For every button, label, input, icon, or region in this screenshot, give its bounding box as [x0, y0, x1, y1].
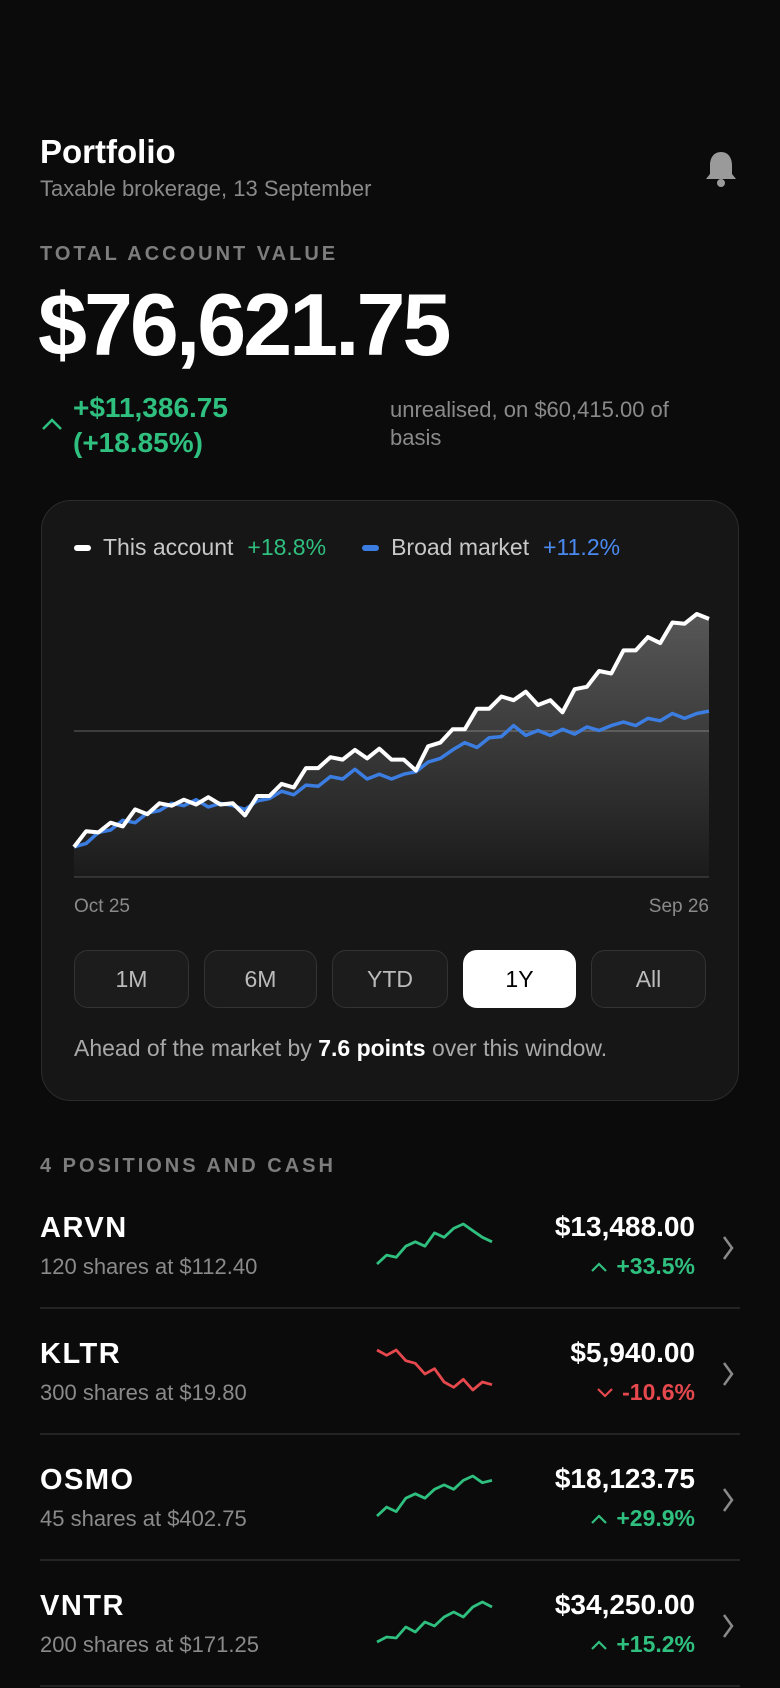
legend-change: +18.8% — [247, 534, 327, 560]
change-arrow — [591, 1639, 608, 1650]
legend-item: This account +18.8% — [74, 534, 326, 561]
summary-label: TOTAL ACCOUNT VALUE — [40, 243, 339, 265]
sparkline — [376, 1600, 493, 1644]
legend-swatch — [362, 544, 380, 551]
range-button[interactable]: YTD — [332, 950, 448, 1008]
change-arrow — [591, 1261, 608, 1272]
ticker: KLTR — [40, 1338, 122, 1370]
page-title: Portfolio — [40, 133, 176, 170]
total-change: +$11,386.75 (+18.85%) — [73, 392, 228, 458]
chart-card — [41, 500, 739, 1101]
range-button[interactable]: 1M — [74, 950, 189, 1008]
comparison-text: over this window. — [431, 1035, 608, 1061]
change-text: +33.5% — [616, 1253, 695, 1279]
position-detail: 120 shares at $112.40 — [40, 1254, 258, 1279]
position-value: $18,123.75 — [554, 1463, 695, 1494]
range-button[interactable]: All — [591, 950, 706, 1008]
comparison-note: Ahead of the market by 7.6 points over t… — [74, 1035, 607, 1062]
legend-item: Broad market +11.2% — [362, 534, 620, 561]
range-button[interactable]: 6M — [204, 950, 317, 1008]
ticker: OSMO — [40, 1464, 135, 1496]
positions-title: 4 POSITIONS AND CASH — [40, 1155, 336, 1177]
change-arrow — [591, 1513, 608, 1524]
row-chevron[interactable] — [722, 1488, 734, 1512]
up-arrow — [42, 418, 62, 430]
position-detail: 200 shares at $171.25 — [40, 1632, 259, 1657]
comparison-text: Ahead of the market by — [74, 1035, 312, 1061]
total-value: $76,621.75 — [38, 275, 451, 374]
legend-swatch — [74, 544, 91, 551]
x-tick-label: Oct 25 — [74, 896, 130, 917]
position-value: $34,250.00 — [554, 1589, 695, 1620]
x-tick-label: Sep 26 — [648, 896, 709, 917]
legend: This account +18.8% Broad market +11.2% — [74, 534, 620, 561]
change-text: -10.6% — [622, 1379, 695, 1405]
row-chevron[interactable] — [722, 1362, 734, 1386]
position-change: -10.6% — [596, 1379, 695, 1406]
change-text: +29.9% — [616, 1505, 695, 1531]
sparkline — [376, 1222, 493, 1266]
row-chevron[interactable] — [722, 1236, 734, 1260]
position-value: $13,488.00 — [554, 1211, 695, 1242]
position-value: $5,940.00 — [570, 1337, 695, 1368]
range-button[interactable]: 1Y — [463, 950, 576, 1008]
position-change: +15.2% — [590, 1631, 695, 1658]
change-arrow — [597, 1387, 613, 1398]
legend-change: +11.2% — [543, 534, 621, 560]
legend-label: This account — [103, 534, 234, 560]
ticker: VNTR — [40, 1590, 125, 1622]
row-chevron[interactable] — [722, 1614, 734, 1638]
basis-note: unrealised, on $60,415.00 of basis — [390, 397, 669, 450]
change-text: +15.2% — [616, 1631, 695, 1657]
sparkline — [376, 1474, 493, 1518]
legend-label: Broad market — [391, 534, 530, 560]
comparison-emphasis: 7.6 points — [318, 1035, 426, 1061]
position-change: +29.9% — [590, 1505, 695, 1532]
ticker: ARVN — [40, 1212, 128, 1244]
bell-icon[interactable] — [704, 150, 738, 188]
page-subtitle: Taxable brokerage, 13 September — [40, 176, 372, 201]
position-detail: 45 shares at $402.75 — [40, 1506, 247, 1531]
sparkline — [376, 1348, 493, 1392]
position-detail: 300 shares at $19.80 — [40, 1380, 247, 1405]
position-change: +33.5% — [590, 1253, 695, 1280]
